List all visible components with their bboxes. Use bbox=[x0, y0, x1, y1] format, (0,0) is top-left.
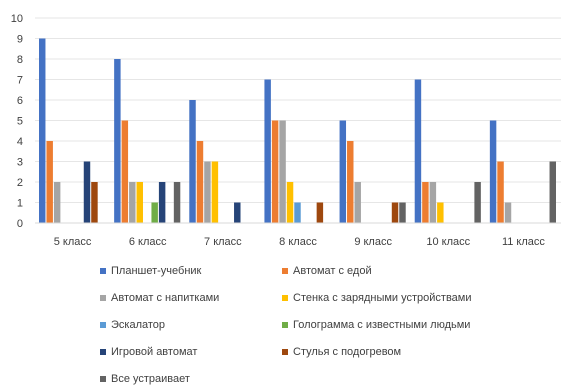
bar-series-7-cat-4 bbox=[391, 202, 399, 223]
y-axis-ticks: 0 1 2 3 4 5 6 7 8 9 10 bbox=[11, 13, 23, 230]
legend-swatch-8 bbox=[100, 376, 106, 382]
bar-series-1-cat-0 bbox=[46, 141, 53, 223]
bar-series-6-cat-1 bbox=[158, 182, 166, 223]
bar-series-4-cat-3 bbox=[294, 202, 301, 223]
bar-series-8-cat-6 bbox=[549, 161, 556, 223]
bar-series-2-cat-4 bbox=[354, 182, 361, 223]
x-tick-label-5: 10 класс bbox=[426, 236, 470, 248]
bar-series-1-cat-2 bbox=[196, 141, 204, 223]
x-axis-ticks: 5 класс 6 класс 7 класс 8 класс 9 класс 10 кл… bbox=[54, 236, 546, 248]
y-tick-label-6: 6 bbox=[17, 95, 23, 107]
bar-series-0-cat-5 bbox=[414, 79, 422, 223]
x-tick-label-4: 9 класс bbox=[354, 236, 392, 248]
bar-series-1-cat-3 bbox=[271, 120, 279, 223]
bar-series-2-cat-1 bbox=[129, 182, 136, 223]
bar-series-1-cat-6 bbox=[497, 161, 504, 223]
legend-label-2: Автомат с напитками bbox=[111, 292, 219, 304]
bar-series-1-cat-1 bbox=[121, 120, 129, 223]
bar-series-6-cat-2 bbox=[234, 202, 241, 223]
y-tick-label-5: 5 bbox=[17, 116, 23, 128]
bar-series-6-cat-0 bbox=[83, 161, 91, 223]
x-tick-label-1: 6 класс bbox=[129, 236, 167, 248]
y-tick-label-7: 7 bbox=[17, 75, 23, 87]
bar-series-0-cat-2 bbox=[189, 100, 196, 223]
legend-swatch-7 bbox=[282, 349, 288, 355]
x-tick-label-3: 8 класс bbox=[279, 236, 317, 248]
legend-swatch-6 bbox=[100, 349, 106, 355]
bar-series-0-cat-3 bbox=[264, 79, 271, 223]
bar-series-3-cat-5 bbox=[437, 202, 444, 223]
legend: Планшет-учебник Автомат с едой Автомат с н… bbox=[100, 265, 472, 385]
bar-series-0-cat-1 bbox=[114, 59, 121, 223]
bar-series-0-cat-6 bbox=[489, 120, 497, 223]
bar-series-2-cat-6 bbox=[504, 202, 512, 223]
legend-label-0: Планшет-учебник bbox=[111, 265, 202, 277]
bar-series-2-cat-3 bbox=[279, 120, 286, 223]
y-tick-label-3: 3 bbox=[17, 157, 23, 169]
bar-series-8-cat-1 bbox=[173, 182, 181, 223]
bar-series-0-cat-4 bbox=[339, 120, 347, 223]
y-tick-label-8: 8 bbox=[17, 54, 23, 66]
bar-series-2-cat-0 bbox=[53, 182, 61, 223]
legend-swatch-4 bbox=[100, 322, 106, 328]
x-tick-label-0: 5 класс bbox=[54, 236, 92, 248]
legend-label-5: Голограмма с известными людьми bbox=[293, 319, 470, 331]
legend-label-3: Стенка с зарядными устройствами bbox=[293, 292, 472, 304]
y-tick-label-0: 0 bbox=[17, 218, 23, 230]
legend-label-1: Автомат с едой bbox=[293, 265, 372, 277]
y-tick-label-1: 1 bbox=[17, 198, 23, 210]
legend-swatch-0 bbox=[100, 268, 106, 274]
bar-series-7-cat-3 bbox=[316, 202, 324, 223]
bar-series-3-cat-3 bbox=[286, 182, 294, 223]
legend-swatch-5 bbox=[282, 322, 288, 328]
x-tick-label-2: 7 класс bbox=[204, 236, 242, 248]
legend-swatch-1 bbox=[282, 268, 288, 274]
bar-series-3-cat-1 bbox=[136, 182, 143, 223]
y-tick-label-2: 2 bbox=[17, 177, 23, 189]
legend-label-6: Игровой автомат bbox=[111, 346, 197, 358]
legend-swatch-3 bbox=[282, 295, 288, 301]
bar-series-5-cat-1 bbox=[151, 202, 158, 223]
bar-series-0-cat-0 bbox=[39, 38, 46, 223]
bar-series-1-cat-4 bbox=[347, 141, 354, 223]
legend-label-8: Все устраивает bbox=[111, 373, 190, 385]
legend-swatch-2 bbox=[100, 295, 106, 301]
legend-label-4: Эскалатор bbox=[111, 319, 165, 331]
x-tick-label-6: 11 класс bbox=[502, 236, 545, 248]
legend-label-7: Стулья с подогревом bbox=[293, 346, 401, 358]
bar-series-1-cat-5 bbox=[422, 182, 429, 223]
bar-series-7-cat-0 bbox=[91, 182, 98, 223]
bars bbox=[39, 38, 556, 223]
bar-series-2-cat-2 bbox=[204, 161, 211, 223]
bar-series-3-cat-2 bbox=[211, 161, 219, 223]
y-tick-label-9: 9 bbox=[17, 34, 23, 46]
bar-series-8-cat-4 bbox=[399, 202, 406, 223]
bar-series-2-cat-5 bbox=[429, 182, 437, 223]
y-tick-label-10: 10 bbox=[11, 13, 23, 25]
bar-series-8-cat-5 bbox=[474, 182, 481, 223]
y-tick-label-4: 4 bbox=[17, 136, 23, 148]
